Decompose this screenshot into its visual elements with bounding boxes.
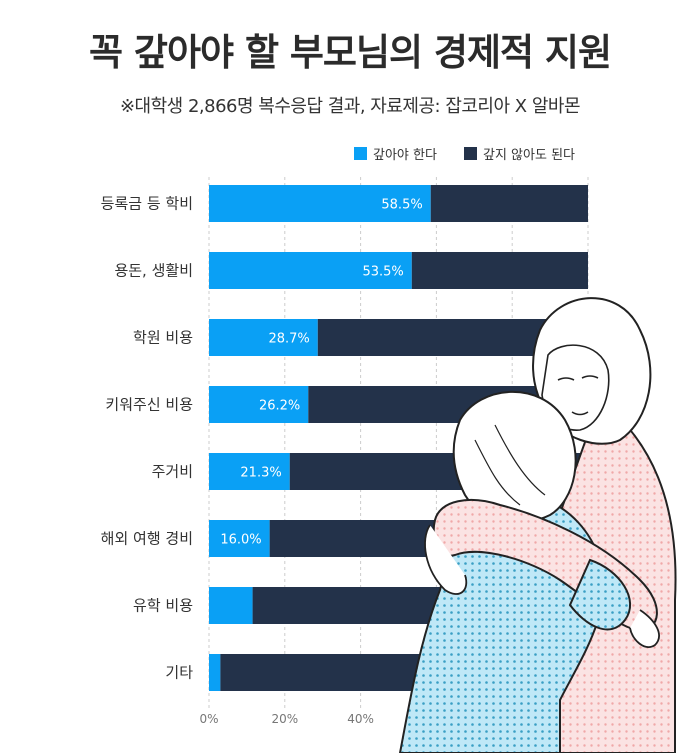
x-tick-label: 20% xyxy=(271,712,298,726)
category-label: 기타 xyxy=(165,664,193,682)
bar-series-2 xyxy=(289,453,588,490)
bar-series-1 xyxy=(209,319,318,356)
x-axis-ticks: 0% 20% 40% xyxy=(199,712,373,726)
legend: 갚아야 한다 갚지 않아도 된다 xyxy=(354,147,575,163)
bar-series-2 xyxy=(308,386,588,423)
x-tick-label: 40% xyxy=(347,712,374,726)
bar-series-2 xyxy=(317,319,588,356)
value-label: 26.2% xyxy=(259,399,300,414)
bar-series-2 xyxy=(220,654,588,691)
value-label: 21.3% xyxy=(240,466,281,481)
bar-series-1 xyxy=(209,453,290,490)
value-label: 53.5% xyxy=(362,265,403,280)
legend-swatch-series-2 xyxy=(464,147,477,160)
bar-series-2 xyxy=(411,252,588,289)
category-label: 등록금 등 학비 xyxy=(101,195,193,213)
category-label: 해외 여행 경비 xyxy=(101,530,193,548)
category-label: 학원 비용 xyxy=(133,329,193,347)
bar-series-1 xyxy=(209,520,270,557)
bar-series-1 xyxy=(209,386,309,423)
value-labels: 58.5% 53.5% 28.7% 26.2% 21.3% 16.0% xyxy=(220,198,422,548)
value-label: 16.0% xyxy=(220,533,261,548)
bar-series-2 xyxy=(252,587,588,624)
bar-series-1 xyxy=(209,654,221,691)
x-tick-label: 0% xyxy=(199,712,218,726)
legend-swatch-series-1 xyxy=(354,147,367,160)
category-label: 용돈, 생활비 xyxy=(114,262,193,280)
legend-label-series-1: 갚아야 한다 xyxy=(373,148,437,163)
category-label: 키워주신 비용 xyxy=(105,396,193,414)
chart-subtitle: ※대학생 2,866명 복수응답 결과, 자료제공: 잡코리아 X 알바몬 xyxy=(119,96,581,117)
value-label: 28.7% xyxy=(268,332,309,347)
legend-label-series-2: 갚지 않아도 된다 xyxy=(483,148,575,163)
bar-series-2 xyxy=(430,185,588,222)
category-label: 유학 비용 xyxy=(133,597,193,615)
bar-series-1 xyxy=(209,587,253,624)
bar-series-1 xyxy=(209,252,412,289)
bars xyxy=(209,185,588,691)
bar-series-1 xyxy=(209,185,431,222)
category-label: 주거비 xyxy=(152,463,193,481)
value-label: 58.5% xyxy=(381,198,422,213)
bar-series-2 xyxy=(269,520,588,557)
chart-title: 꼭 갚아야 할 부모님의 경제적 지원 xyxy=(89,31,612,74)
